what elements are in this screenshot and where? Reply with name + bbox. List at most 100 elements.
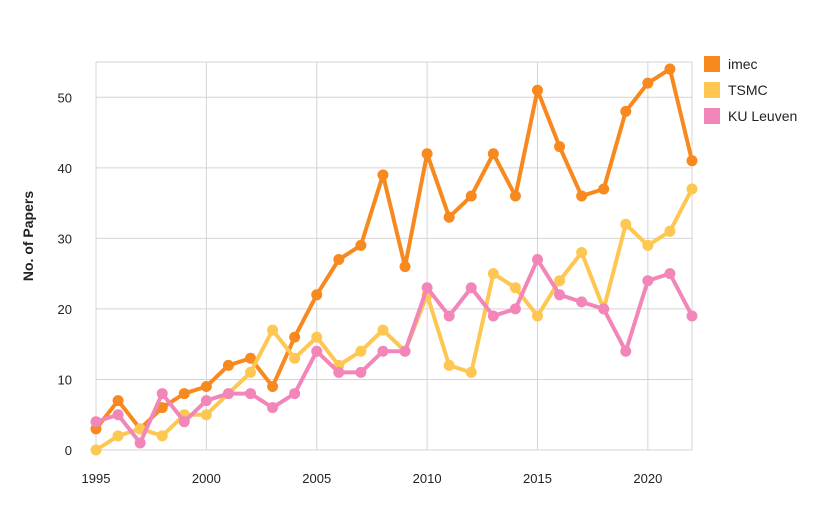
series-imec [90, 63, 698, 435]
series-ku-leuven [90, 254, 698, 449]
data-point [554, 275, 566, 287]
data-point [222, 388, 234, 400]
x-tick-label: 2000 [192, 471, 221, 486]
data-point [598, 183, 610, 195]
data-point [267, 324, 279, 336]
data-point [178, 388, 190, 400]
legend-label: TSMC [728, 82, 768, 98]
data-point [90, 416, 102, 428]
x-tick-label: 2005 [302, 471, 331, 486]
data-point [200, 395, 212, 407]
data-point [642, 275, 654, 287]
data-point [377, 345, 389, 357]
data-point [465, 282, 477, 294]
data-point [399, 261, 411, 273]
data-point [531, 84, 543, 96]
data-point [222, 359, 234, 371]
x-tick-label: 1995 [82, 471, 111, 486]
data-point [664, 63, 676, 75]
y-tick-label: 0 [65, 443, 72, 458]
data-point [509, 303, 521, 315]
legend[interactable]: imec TSMC KU Leuven [704, 56, 797, 124]
x-tick-label: 2010 [413, 471, 442, 486]
data-point [178, 416, 190, 428]
data-point [90, 444, 102, 456]
y-tick-label: 50 [58, 90, 72, 105]
legend-swatch [704, 82, 720, 98]
data-point [200, 409, 212, 421]
data-point [267, 381, 279, 393]
y-tick-label: 40 [58, 161, 72, 176]
series-line [94, 257, 694, 445]
data-point [112, 409, 124, 421]
data-point [576, 296, 588, 308]
data-point [509, 282, 521, 294]
legend-swatch [704, 108, 720, 124]
data-point [620, 218, 632, 230]
data-point [686, 310, 698, 322]
legend-item[interactable]: imec [704, 56, 758, 72]
data-point [134, 423, 146, 435]
data-point [421, 282, 433, 294]
data-point [200, 381, 212, 393]
data-point [620, 345, 632, 357]
tick-labels: 1995 2000 2005 2010 2015 2020 0 10 20 30 40 50 [58, 90, 663, 486]
data-point [664, 268, 676, 280]
legend-item[interactable]: KU Leuven [704, 108, 797, 124]
data-point [531, 254, 543, 266]
data-point [598, 303, 610, 315]
data-point [576, 190, 588, 202]
data-point [245, 388, 257, 400]
data-point [377, 324, 389, 336]
data-point [642, 239, 654, 251]
y-tick-label: 30 [58, 231, 72, 246]
data-point [686, 183, 698, 195]
legend-item[interactable]: TSMC [704, 82, 768, 98]
data-point [421, 148, 433, 160]
data-point [399, 345, 411, 357]
data-point [333, 254, 345, 266]
x-tick-label: 2015 [523, 471, 552, 486]
data-point [289, 388, 301, 400]
data-point [686, 155, 698, 167]
series-layer [90, 63, 698, 456]
data-point [355, 366, 367, 378]
data-point [620, 105, 632, 117]
y-axis-title: No. of Papers [20, 191, 36, 281]
legend-label: KU Leuven [728, 108, 797, 124]
data-point [465, 190, 477, 202]
data-point [554, 289, 566, 301]
data-point [443, 359, 455, 371]
data-point [531, 310, 543, 322]
data-point [156, 430, 168, 442]
data-point [112, 430, 124, 442]
data-point [443, 211, 455, 223]
series-line [94, 67, 694, 431]
data-point [134, 437, 146, 449]
data-point [289, 352, 301, 364]
series-line [94, 186, 694, 452]
legend-label: imec [728, 56, 758, 72]
y-tick-label: 20 [58, 302, 72, 317]
data-point [333, 366, 345, 378]
legend-swatch [704, 56, 720, 72]
data-point [487, 148, 499, 160]
y-tick-label: 10 [58, 372, 72, 387]
data-point [245, 366, 257, 378]
data-point [377, 169, 389, 181]
data-point [443, 310, 455, 322]
data-point [664, 225, 676, 237]
data-point [112, 395, 124, 407]
data-point [289, 331, 301, 343]
data-point [267, 402, 279, 414]
data-point [355, 345, 367, 357]
data-point [156, 388, 168, 400]
data-point [311, 331, 323, 343]
x-tick-label: 2020 [633, 471, 662, 486]
data-point [355, 239, 367, 251]
data-point [245, 352, 257, 364]
data-point [487, 310, 499, 322]
data-point [487, 268, 499, 280]
data-point [465, 366, 477, 378]
